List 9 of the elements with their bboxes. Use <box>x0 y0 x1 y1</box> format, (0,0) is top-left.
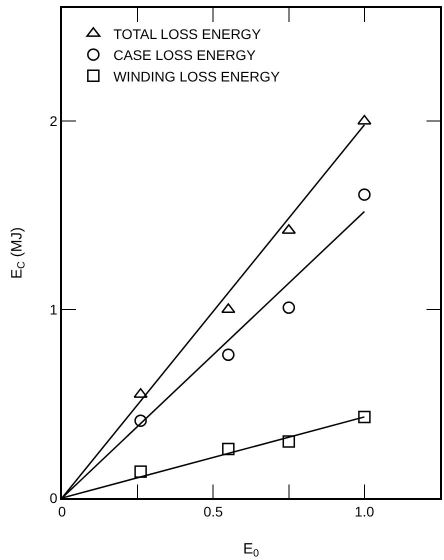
y-tick-label: 2 <box>50 112 58 129</box>
legend-label: WINDING LOSS ENERGY <box>113 68 280 84</box>
y-tick-label: 0 <box>50 490 58 506</box>
legend-label: TOTAL LOSS ENERGY <box>113 26 262 42</box>
x-tick-label: 0.5 <box>203 504 224 520</box>
legend-label: CASE LOSS ENERGY <box>113 47 256 64</box>
x-tick-label: 1.0 <box>354 504 374 520</box>
x-axis-title: E$_{0}$ <box>243 540 260 560</box>
y-tick-label: 1 <box>50 301 58 318</box>
